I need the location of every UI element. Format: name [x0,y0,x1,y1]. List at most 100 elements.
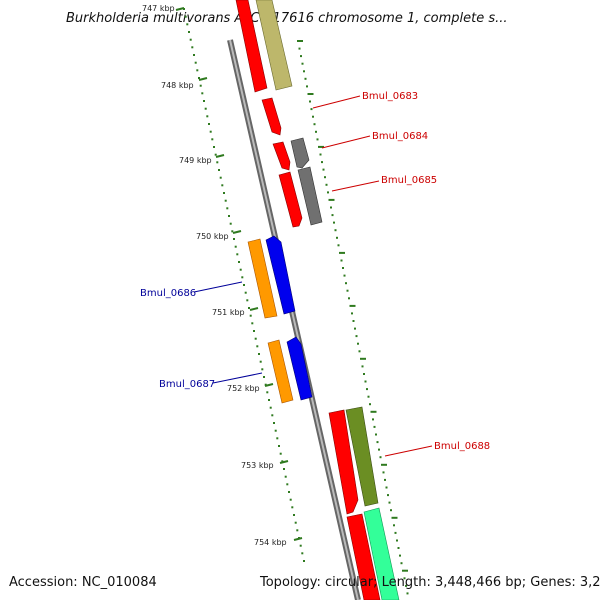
scale-label-749: 749 kbp [179,156,212,165]
tick-dot [208,123,210,125]
tick-dot [310,108,313,111]
tick-dot [357,342,359,345]
gene-bmul-0686[interactable] [247,235,296,319]
tick-dot [340,259,343,262]
tick-dot [299,544,302,547]
gene-label-bmul-0683: Bmul_0683 [362,91,418,102]
tick-dot [191,46,194,49]
tick-dot [373,425,376,428]
tick-dot [361,365,364,368]
tick-dot [304,77,307,80]
backbone [227,39,361,600]
tick-dot [328,198,335,201]
tick-dot [209,130,212,133]
tick-dot [336,236,338,239]
tick-dot [352,320,355,322]
tick-dot [301,62,304,65]
tick-dot [301,552,304,555]
tick-dot [306,85,308,88]
tick-dot [385,486,388,489]
scale-label-747: 747 kbp [142,4,175,13]
tick-dot [403,577,406,580]
tick-dot [375,433,377,436]
tick-dot [372,418,374,421]
tick-dot [351,312,353,315]
tick-dot [286,483,289,486]
tick-dot [251,322,254,325]
tick-dot [327,191,329,194]
scale-label-751: 751 kbp [212,308,245,317]
tick-dot [364,380,367,383]
tick-dot [271,414,274,417]
tick-dot [289,498,292,501]
tick-dot [303,70,305,73]
tick-dot [238,261,240,263]
tick-dot [206,115,209,118]
tick-dot [349,304,356,307]
tick-dot [193,54,195,56]
gene-bmul-0685-pair[interactable] [278,166,323,228]
tick-dot [334,229,337,232]
tick-dot [333,221,335,224]
feature-bottom-red[interactable] [346,513,381,600]
tick-dot [358,350,361,353]
tick-dot [214,153,217,156]
tick-dot [391,516,398,519]
tick-dot [360,357,366,360]
tick-dot [194,61,197,64]
tick-dot [312,115,314,118]
tick-dot [221,184,224,187]
tick-dot [278,445,280,447]
tick-dot [388,501,391,504]
tick-dot [283,468,285,470]
tick-dot [198,77,200,79]
gene-bmul-0684-pair[interactable] [272,137,310,171]
tick-dot [203,100,205,102]
tick-dot [241,276,244,279]
tick-dot [261,368,264,371]
tick-dot [211,138,214,141]
outer-tick-track [297,40,409,595]
tick-dot [281,460,284,463]
tick-dot [204,107,207,110]
accession-text: Accession: NC_010084 [9,575,157,590]
tick-dot [226,207,229,210]
tick-dot [266,391,269,394]
scale-label-748: 748 kbp [161,81,194,90]
tick-dot [229,222,232,225]
tick-dot [324,176,326,179]
tick-dot [369,403,371,406]
tick-dot [297,40,303,42]
tick-dot [319,153,322,156]
tick-dot [322,168,325,171]
tick-dot [381,463,387,466]
tick-dot [243,284,245,286]
gene-labels: Bmul_0683 Bmul_0684 Bmul_0685 Bmul_0686 … [140,91,490,457]
tick-dot [201,92,204,95]
feature-top-red[interactable] [235,0,268,93]
tick-dot [313,123,316,126]
map-title: Burkholderia multivorans ATCC 17616 chro… [66,11,508,26]
feature-bottom-mint[interactable] [363,507,400,600]
tick-dot [330,206,332,209]
gene-label-bmul-0687: Bmul_0687 [159,379,215,390]
tick-dot [254,337,257,340]
tick-dot [379,456,382,459]
tick-dot [400,562,403,565]
tick-dot [406,592,409,595]
gene-bmul-0687[interactable] [267,336,313,404]
tick-dot [345,282,347,285]
tick-dot [213,146,215,148]
tick-dot [315,130,317,133]
feature-top-khaki[interactable] [255,0,293,91]
scale-label-753: 753 kbp [241,461,274,470]
tick-dot [186,23,189,26]
gene-bmul-0688[interactable] [328,406,379,515]
tick-dot [264,383,267,386]
tick-dot [355,335,358,338]
tick-dot [273,422,275,424]
gene-bmul-0683[interactable] [261,97,282,136]
tick-dot [234,245,237,248]
tick-dot [325,183,328,186]
scale-labels: 747 kbp 748 kbp 749 kbp 750 kbp 751 kbp … [142,4,303,547]
